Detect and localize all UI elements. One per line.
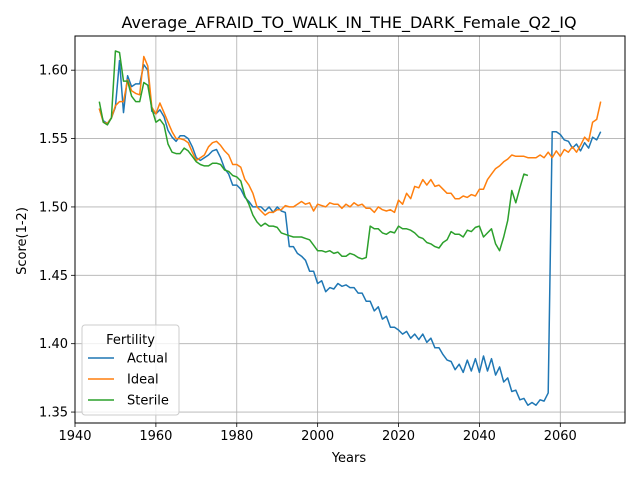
y-tick-label: 1.45	[39, 269, 68, 284]
series-line-actual	[98, 59, 602, 406]
legend-label-actual: Actual	[127, 352, 168, 367]
y-tick-label: 1.40	[39, 337, 68, 352]
x-tick-label: 1980	[220, 429, 253, 444]
series-line-sterile	[98, 50, 529, 260]
y-tick-label: 1.55	[39, 132, 68, 147]
legend-entries: Actual Ideal Sterile	[88, 352, 169, 409]
x-tick-label: 1940	[58, 429, 91, 444]
y-tick-label: 1.35	[39, 406, 68, 421]
x-axis-label: Years	[331, 451, 367, 466]
y-axis-label: Score(1-2)	[15, 207, 30, 275]
legend-label-sterile: Sterile	[127, 394, 169, 409]
x-tick-label: 2040	[463, 429, 496, 444]
x-axis-ticks: 1940 1960 1980 2000 2020 2040 2060	[58, 423, 577, 444]
series-lines	[98, 50, 602, 406]
legend-title: Fertility	[106, 333, 155, 348]
series-line-ideal	[98, 55, 602, 216]
x-tick-label: 2020	[382, 429, 415, 444]
chart-title: Average_AFRAID_TO_WALK_IN_THE_DARK_Femal…	[121, 13, 576, 33]
legend: Fertility Actual Ideal Sterile	[81, 324, 180, 416]
y-tick-label: 1.50	[39, 200, 68, 215]
x-tick-label: 2000	[301, 429, 334, 444]
legend-label-ideal: Ideal	[127, 373, 159, 388]
plot-frame	[74, 35, 626, 424]
legend-box	[81, 324, 180, 416]
x-tick-label: 1960	[139, 429, 172, 444]
y-axis-ticks: 1.35 1.40 1.45 1.50 1.55 1.60	[39, 64, 75, 421]
x-tick-label: 2060	[544, 429, 577, 444]
y-tick-label: 1.60	[39, 64, 68, 79]
